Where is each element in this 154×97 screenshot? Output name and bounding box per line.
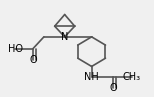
Text: NH: NH	[84, 72, 99, 82]
Text: O: O	[29, 55, 37, 65]
Text: HO: HO	[8, 43, 23, 54]
Text: O: O	[109, 83, 117, 93]
Text: CH₃: CH₃	[123, 72, 141, 82]
Text: N: N	[61, 32, 68, 42]
